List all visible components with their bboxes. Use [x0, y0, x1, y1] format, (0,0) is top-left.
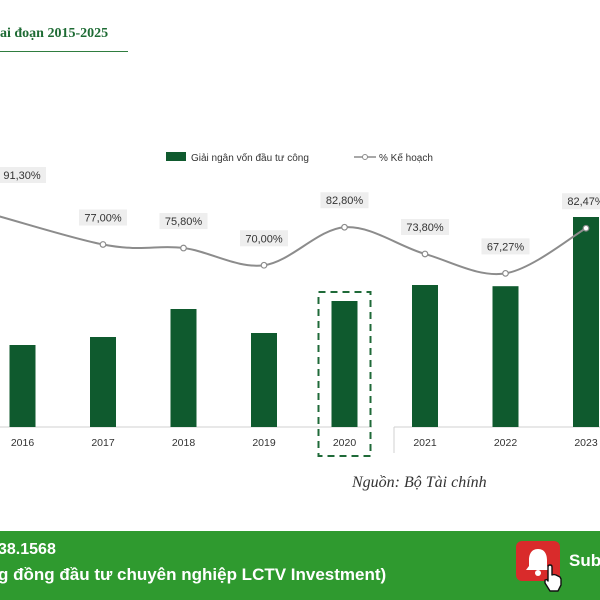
bar-2021: [412, 285, 438, 427]
data-label-2021: 73,80%: [406, 222, 444, 234]
source-note: Nguồn: Bộ Tài chính: [352, 474, 487, 491]
x-tick-2023: 2023: [574, 437, 598, 449]
highlight-box-2020: [317, 291, 372, 457]
data-label-2020: 82,80%: [326, 195, 364, 207]
line-point-2022: [502, 269, 509, 277]
x-tick-2016: 2016: [11, 437, 35, 449]
x-tick-2021: 2021: [413, 437, 437, 449]
x-tick-2020: 2020: [333, 437, 357, 449]
data-label-bg-2017: [79, 209, 127, 226]
bar-2018: [170, 309, 197, 427]
data-label-bg-2021: [401, 218, 449, 235]
x-tick-2017: 2017: [91, 437, 115, 449]
footer-banner: 38.1568 g đồng đầu tư chuyên nghiệp LCTV…: [0, 531, 600, 600]
data-label-2018: 75,80%: [165, 216, 203, 228]
data-label-2019: 70,00%: [245, 233, 283, 245]
legend-line-label: % Kế hoạch: [379, 152, 433, 164]
data-label-bg-2018: [159, 213, 208, 230]
data-label-bg-2022: [481, 238, 530, 255]
bar-2017: [90, 337, 116, 427]
bar-2022: [492, 286, 519, 427]
data-label-bg-2015: [0, 167, 46, 183]
page-title: ai đoạn 2015-2025: [0, 26, 109, 41]
bar-2016: [9, 345, 36, 427]
line-point-2019: [260, 261, 268, 269]
pointer-hand-icon: [544, 564, 562, 592]
data-label-bg-2020: [320, 192, 369, 209]
legend-bar-swatch: [166, 152, 186, 161]
bar-2023: [573, 217, 599, 427]
footer-tagline: g đồng đầu tư chuyên nghiệp LCTV Investm…: [0, 565, 387, 584]
data-label-bg-2019: [240, 230, 288, 247]
plan-percent-line: [0, 215, 587, 276]
line-point-2023: [582, 224, 590, 232]
x-tick-2022: 2022: [494, 437, 518, 449]
line-point-2020: [341, 223, 348, 231]
line-point-2017: [99, 241, 107, 248]
chart-legend: Giải ngân vốn đầu tư công % Kế hoạch: [166, 152, 433, 164]
bar-2020: [331, 301, 358, 427]
title-underline: [0, 51, 128, 52]
line-point-2021: [421, 250, 429, 258]
footer-phone: 38.1568: [0, 541, 56, 558]
x-tick-2019: 2019: [252, 437, 276, 449]
line-point-2018: [180, 244, 187, 252]
data-label-2023: 82,47%: [567, 196, 600, 208]
data-label-bg-2023: [562, 193, 600, 210]
legend-line-marker: [362, 154, 368, 160]
bar-2019: [251, 333, 277, 427]
subscribe-label: Sub: [569, 551, 600, 570]
x-tick-2018: 2018: [172, 437, 196, 449]
data-label-2015: 91,30%: [3, 170, 41, 182]
subscribe-button[interactable]: Sub: [516, 541, 600, 592]
data-label-2017: 77,00%: [84, 212, 122, 224]
legend-bar-label: Giải ngân vốn đầu tư công: [191, 152, 309, 164]
data-label-2022: 67,27%: [487, 241, 525, 253]
